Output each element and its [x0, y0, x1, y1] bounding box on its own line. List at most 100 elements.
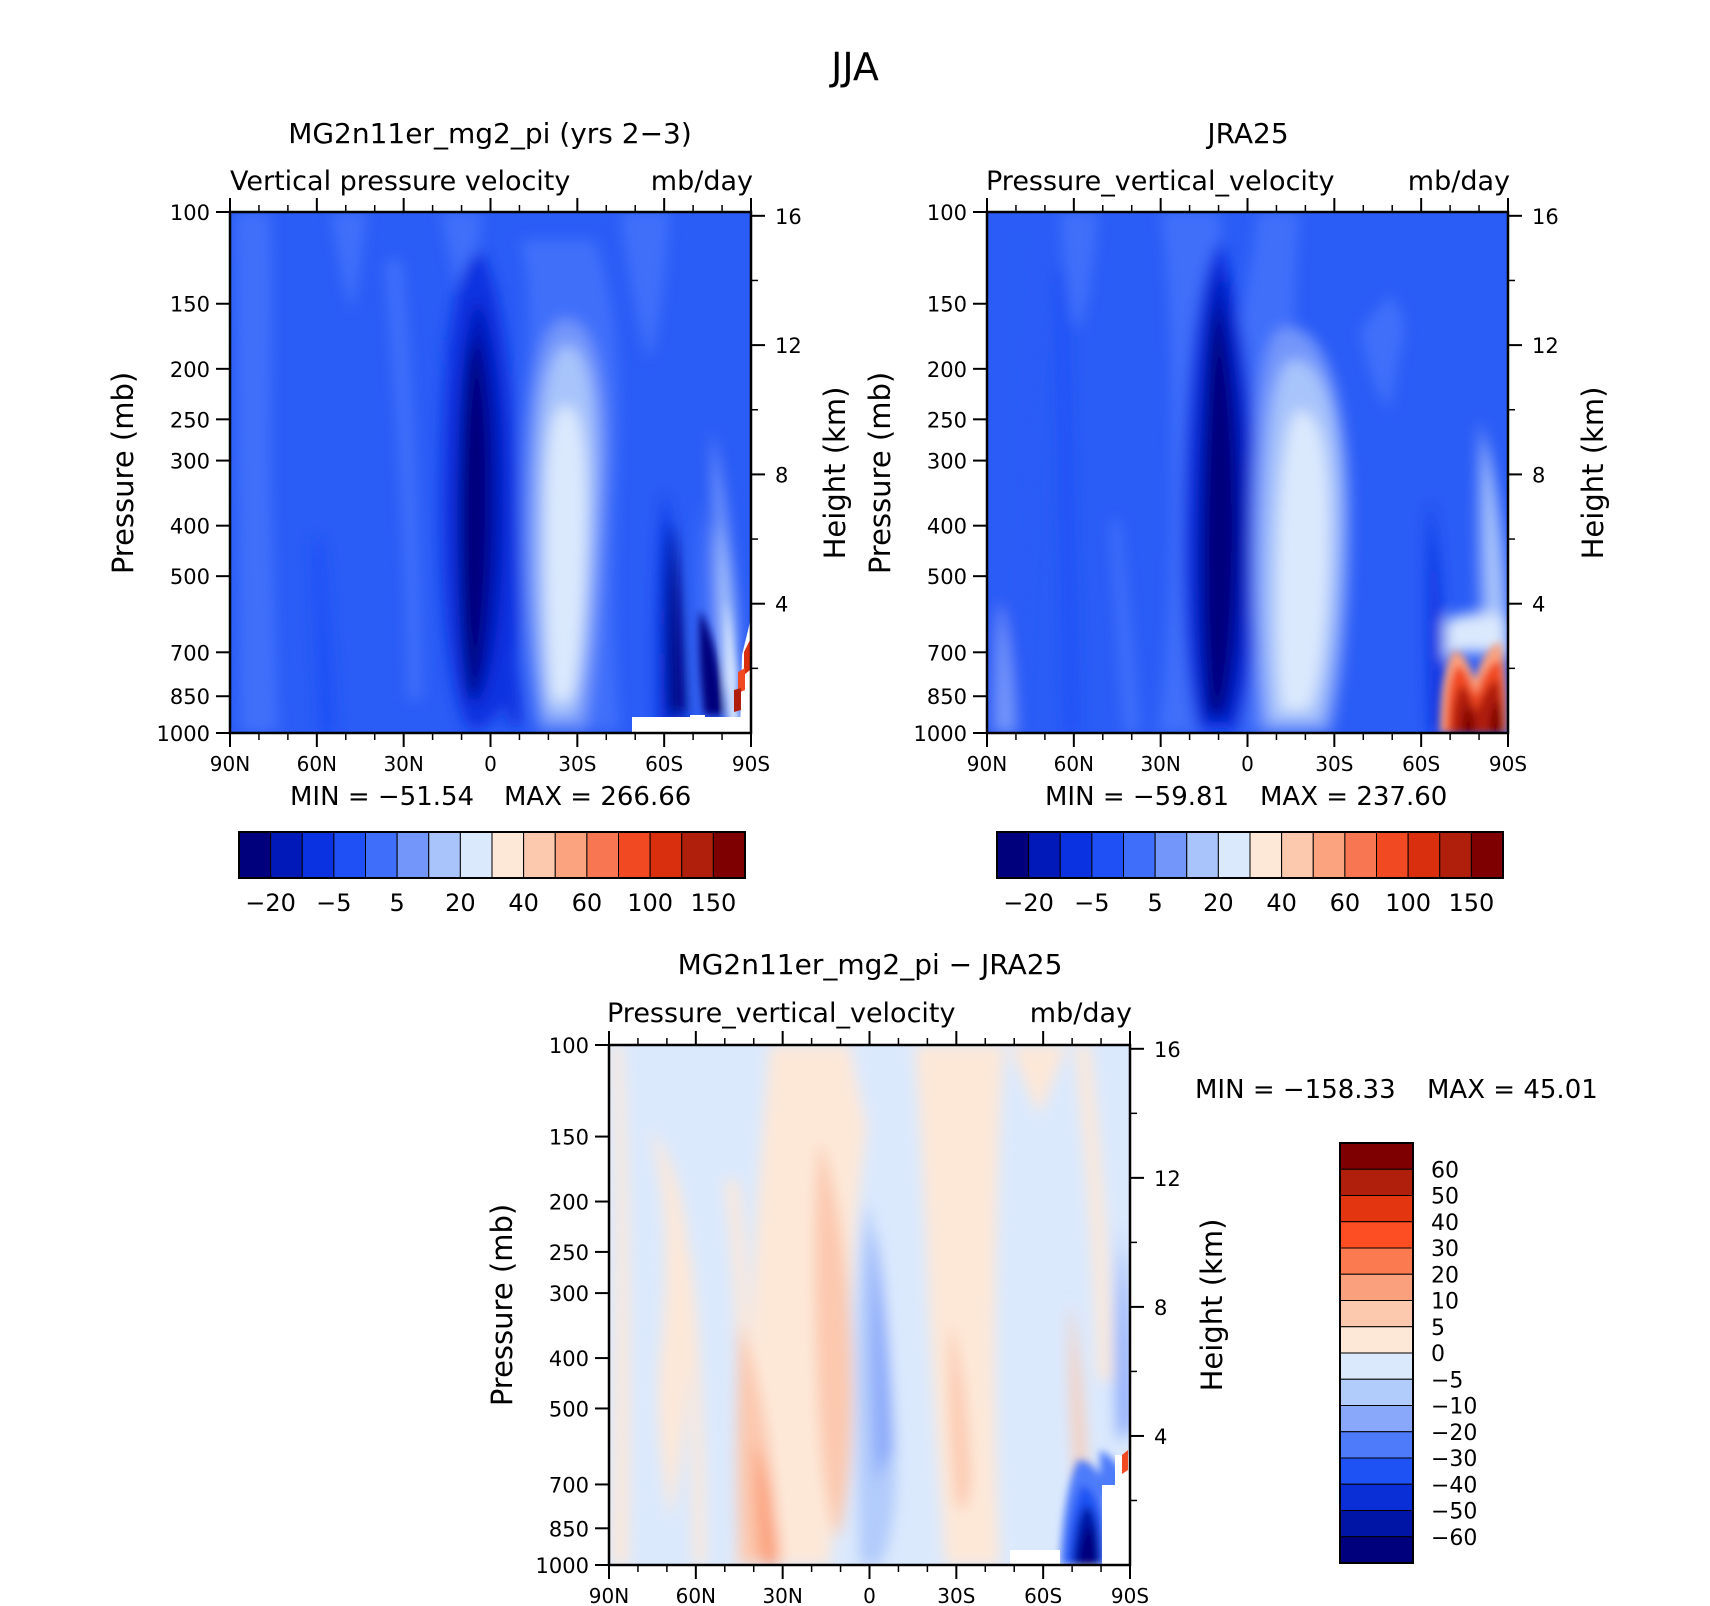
y-tick-label: 100	[170, 201, 210, 225]
panel-title: MG2n11er_mg2_pi − JRA25	[678, 948, 1063, 981]
max-value: MAX = 266.66	[504, 782, 691, 812]
min-value: MIN = −51.54	[290, 782, 474, 812]
axes-ticks: 100 150 200 250 300 400 500 700 850 1000 16 12 8 4 90N…	[536, 1031, 1181, 1606]
colorbar-frame	[238, 831, 746, 879]
x-tick-label: 30N	[383, 752, 423, 776]
y-right-tick-label: 12	[1154, 1167, 1181, 1191]
max-value: MAX = 237.60	[1260, 782, 1447, 812]
panel-difference: MG2n11er_mg2_pi − JRA25 Pressure_vertica…	[485, 948, 1598, 1606]
colorbar-swatch	[1339, 1142, 1414, 1170]
x-tick-label: 0	[484, 752, 497, 776]
y-axis-label-right: Height (km)	[1576, 387, 1610, 560]
colorbar-swatch	[1339, 1483, 1414, 1511]
x-tick-label: 90N	[967, 752, 1007, 776]
y-right-tick-label: 16	[1532, 205, 1559, 229]
panel-model: MG2n11er_mg2_pi (yrs 2−3) Vertical press…	[106, 117, 852, 917]
colorbar-swatch	[712, 831, 746, 879]
colorbar-swatch	[1339, 1352, 1414, 1380]
colorbar-swatch	[1339, 1431, 1414, 1459]
x-tick-label: 0	[1241, 752, 1254, 776]
colorbar-swatch	[270, 831, 303, 879]
y-tick-label: 200	[927, 358, 967, 382]
y-tick-label: 250	[549, 1241, 589, 1265]
panel-title: MG2n11er_mg2_pi (yrs 2−3)	[288, 117, 692, 150]
colorbar-label: 40	[508, 889, 539, 917]
x-tick-label: 90N	[210, 752, 250, 776]
colorbar-swatch	[1059, 831, 1093, 879]
colorbar-label: 100	[1385, 889, 1431, 917]
colorbar-label: −30	[1431, 1447, 1477, 1472]
colorbar-label: 50	[1431, 1185, 1459, 1210]
colorbar: −20 −5 5 20 40 60 100 150	[238, 831, 746, 917]
y-tick-label: 500	[549, 1397, 589, 1421]
x-tick-label: 90N	[589, 1584, 629, 1606]
x-tick-label: 30S	[937, 1584, 975, 1606]
y-tick-label: 400	[170, 515, 210, 539]
colorbar-swatch	[1339, 1510, 1414, 1538]
colorbar-swatch	[1339, 1457, 1414, 1485]
colorbar-label: −20	[245, 889, 296, 917]
colorbar-label: −10	[1431, 1395, 1477, 1420]
contour-field	[609, 1045, 1130, 1565]
min-value: MIN = −59.81	[1045, 782, 1229, 812]
colorbar-swatch	[523, 831, 556, 879]
colorbar-swatch	[618, 831, 651, 879]
colorbar-swatch	[428, 831, 461, 879]
colorbar-swatch	[1091, 831, 1124, 879]
y-tick-label: 850	[549, 1517, 589, 1541]
y-right-tick-label: 12	[775, 334, 802, 358]
y-tick-label: 300	[927, 450, 967, 474]
colorbar-swatch	[1339, 1273, 1414, 1301]
y-tick-label: 500	[927, 565, 967, 589]
x-tick-label: 30S	[1315, 752, 1353, 776]
x-tick-label: 60S	[1402, 752, 1440, 776]
colorbar-swatch	[1312, 831, 1346, 879]
colorbar-label: −60	[1431, 1526, 1477, 1551]
y-tick-label: 100	[927, 201, 967, 225]
colorbar-label: 60	[572, 889, 603, 917]
panel-subtitle-left: Pressure_vertical_velocity	[986, 166, 1335, 197]
colorbar-swatch	[1154, 831, 1188, 879]
y-axis-label-right: Height (km)	[1195, 1219, 1229, 1392]
panel-subtitle-right: mb/day	[1030, 998, 1132, 1029]
colorbar-frame	[1339, 1142, 1414, 1564]
y-axis-label: Pressure (mb)	[106, 372, 140, 574]
colorbar-swatch	[1186, 831, 1219, 879]
y-tick-label: 150	[927, 293, 967, 317]
colorbar-label: −5	[1074, 889, 1109, 917]
x-tick-label: 0	[863, 1584, 876, 1606]
colorbar-label: 20	[1431, 1263, 1459, 1288]
colorbar-label: 30	[1431, 1237, 1459, 1262]
y-tick-label: 850	[927, 685, 967, 709]
x-tick-label: 30N	[1140, 752, 1180, 776]
x-tick-label: 60S	[1024, 1584, 1062, 1606]
colorbar-label: 5	[1147, 889, 1162, 917]
colorbar-swatch	[301, 831, 335, 879]
colorbar-swatch	[1407, 831, 1441, 879]
colorbar-swatch	[1376, 831, 1409, 879]
y-axis-label-right: Height (km)	[818, 387, 852, 560]
colorbar: −20 −5 5 20 40 60 100 150	[996, 831, 1504, 917]
x-tick-label: 30S	[558, 752, 596, 776]
colorbar-swatch	[554, 831, 588, 879]
panel-subtitle-right: mb/day	[651, 166, 753, 197]
colorbar-label: −40	[1431, 1473, 1477, 1498]
panel-reanalysis: JRA25 Pressure_vertical_velocity mb/day	[863, 117, 1610, 917]
colorbar-label: 100	[627, 889, 673, 917]
y-tick-label: 400	[927, 515, 967, 539]
colorbar-swatch	[1339, 1326, 1414, 1354]
y-tick-label: 500	[170, 565, 210, 589]
y-right-tick-label: 16	[775, 205, 802, 229]
y-tick-label: 700	[549, 1473, 589, 1497]
y-tick-label: 850	[170, 685, 210, 709]
y-tick-label: 250	[927, 408, 967, 432]
colorbar-swatch	[1339, 1195, 1414, 1223]
colorbar-label: 60	[1431, 1158, 1459, 1183]
y-right-tick-label: 4	[1154, 1425, 1167, 1449]
y-tick-label: 1000	[914, 722, 967, 746]
y-right-tick-label: 8	[775, 463, 788, 487]
colorbar-swatch	[1470, 831, 1504, 879]
colorbar-swatch	[586, 831, 619, 879]
